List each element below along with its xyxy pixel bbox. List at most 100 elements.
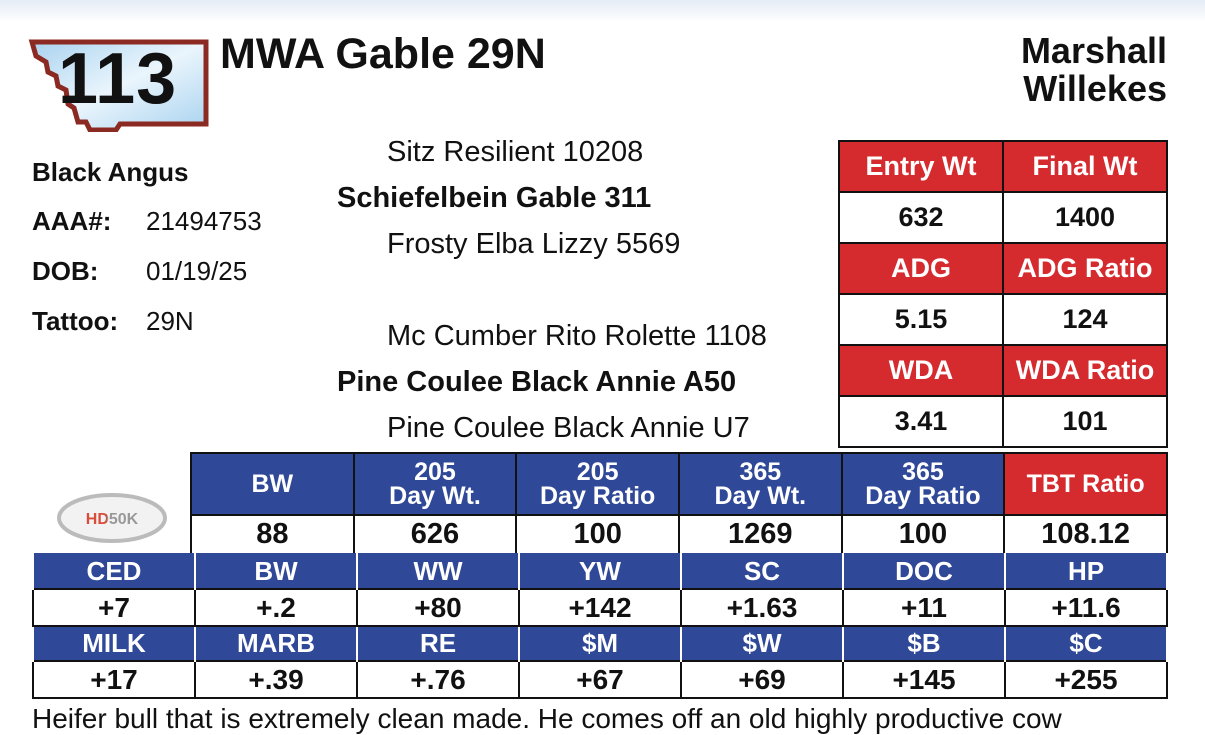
epd-value: +69 (680, 660, 844, 699)
growth-header-line: Day Wt. (714, 482, 807, 510)
tattoo-row: Tattoo: 29N (32, 306, 194, 337)
epd-value: +80 (356, 588, 520, 627)
sire-sire: Sitz Resilient 10208 (387, 136, 644, 168)
growth-header-line: BW (251, 470, 294, 498)
dob-row: DOB: 01/19/25 (32, 256, 247, 287)
epd-header: RE (356, 626, 520, 661)
growth-header-line: 365 (739, 458, 782, 486)
performance-header-row: Entry Wt Final Wt (838, 140, 1168, 193)
epd-header: $B (842, 626, 1006, 661)
performance-value-row: 5.15 124 (838, 293, 1168, 346)
epd-value: +11 (842, 588, 1006, 627)
epd-value: +.39 (194, 660, 358, 699)
epd-table: CED BW WW YW SC DOC HP +7 +.2 +80 +142 +1.63 +11 +11.… (32, 553, 1168, 699)
epd-header: CED (32, 554, 196, 589)
growth-header-line: Day Ratio (865, 482, 981, 510)
growth-header: 365 Day Wt. (677, 452, 843, 516)
growth-header-line: Day Wt. (389, 482, 481, 510)
sire-dam: Frosty Elba Lizzy 5569 (387, 228, 681, 260)
growth-value: 88 (190, 514, 355, 555)
epd-header: MARB (194, 626, 358, 661)
epd-value: +67 (518, 660, 682, 699)
growth-header-line: 205 (576, 458, 619, 486)
epd-value: +142 (518, 588, 682, 627)
epd-value: +.76 (356, 660, 520, 699)
description: Heifer bull that is extremely clean made… (32, 703, 1062, 734)
epd-header-row: MILK MARB RE $M $W $B $C (32, 626, 1168, 661)
growth-value: 626 (352, 514, 518, 555)
epd-header: DOC (842, 554, 1006, 589)
growth-header-line: TBT Ratio (1026, 470, 1145, 498)
performance-table: Entry Wt Final Wt 632 1400 ADG ADG Ratio 5.15 1… (838, 140, 1168, 448)
epd-header: HP (1004, 554, 1168, 589)
performance-value: 124 (1002, 293, 1168, 346)
performance-header: Final Wt (1002, 140, 1168, 193)
epd-value: +255 (1004, 660, 1168, 699)
epd-value: +1.63 (680, 588, 844, 627)
growth-header-line: 365 (902, 458, 944, 486)
dam-sire: Mc Cumber Rito Rolette 1108 (387, 320, 767, 352)
epd-value-row: +7 +.2 +80 +142 +1.63 +11 +11.6 (32, 588, 1168, 627)
dam-dam: Pine Coulee Black Annie U7 (387, 412, 750, 444)
epd-header: $W (680, 626, 844, 661)
sire: Schiefelbein Gable 311 (337, 182, 652, 214)
epd-value: +17 (32, 660, 196, 699)
aaa-label: AAA#: (32, 206, 112, 236)
epd-header: $C (1004, 626, 1168, 661)
growth-value-row: 88 626 100 1269 100 108.12 (190, 514, 1168, 555)
performance-value-row: 3.41 101 (838, 395, 1168, 448)
epd-header: BW (194, 554, 358, 589)
growth-value: 100 (840, 514, 1006, 555)
growth-header-line: Day Ratio (539, 482, 656, 510)
performance-value: 101 (1002, 395, 1168, 448)
epd-value-row: +17 +.39 +.76 +67 +69 +145 +255 (32, 660, 1168, 699)
growth-header: BW (190, 452, 355, 516)
epd-header: SC (680, 554, 844, 589)
performance-header: Entry Wt (838, 140, 1004, 193)
epd-header: WW (356, 554, 520, 589)
performance-value: 5.15 (838, 293, 1004, 346)
consignor-first: Marshall (1020, 30, 1167, 71)
dob-label: DOB: (32, 256, 99, 286)
epd-header: MILK (32, 626, 196, 661)
growth-header-row: BW 205 Day Wt. 205 Day Ratio 365 Day Wt. 365 Day… (190, 452, 1168, 516)
growth-header: 205 Day Ratio (515, 452, 680, 516)
epd-value: +11.6 (1004, 588, 1168, 627)
aaa-value: 21494753 (146, 206, 262, 236)
performance-header-row: WDA WDA Ratio (838, 344, 1168, 397)
performance-value-row: 632 1400 (838, 191, 1168, 244)
performance-header: WDA Ratio (1002, 344, 1168, 397)
hd50k-logo: HD50K (57, 493, 167, 543)
growth-value: 1269 (677, 514, 843, 555)
epd-value: +7 (32, 588, 196, 627)
lot-number: 113 (58, 39, 178, 119)
performance-header-row: ADG ADG Ratio (838, 242, 1168, 295)
performance-header: ADG (838, 242, 1004, 295)
registration-row: AAA#: 21494753 (32, 206, 262, 237)
consignor-name: Marshall Willekes (1021, 32, 1167, 108)
growth-value: 108.12 (1003, 514, 1168, 555)
growth-header-line: 205 (414, 458, 456, 486)
consignor-last: Willekes (1023, 68, 1167, 109)
epd-value: +145 (842, 660, 1006, 699)
performance-value: 3.41 (838, 395, 1004, 448)
performance-value: 632 (838, 191, 1004, 244)
tattoo-label: Tattoo: (32, 306, 119, 336)
top-band (0, 0, 1205, 22)
growth-header: TBT Ratio (1003, 452, 1168, 516)
tattoo-value: 29N (146, 306, 194, 336)
animal-name: MWA Gable 29N (220, 30, 546, 78)
epd-header-row: CED BW WW YW SC DOC HP (32, 554, 1168, 589)
performance-value: 1400 (1002, 191, 1168, 244)
montana-state-logo (28, 39, 209, 132)
breed: Black Angus (32, 157, 189, 187)
dob-value: 01/19/25 (146, 256, 248, 286)
performance-header: WDA (838, 344, 1004, 397)
growth-value: 100 (515, 514, 680, 555)
performance-header: ADG Ratio (1002, 242, 1168, 295)
growth-header: 365 Day Ratio (840, 452, 1006, 516)
epd-value: +.2 (194, 588, 358, 627)
growth-table: BW 205 Day Wt. 205 Day Ratio 365 Day Wt. 365 Day… (190, 452, 1168, 555)
epd-header: $M (518, 626, 682, 661)
epd-header: YW (518, 554, 682, 589)
